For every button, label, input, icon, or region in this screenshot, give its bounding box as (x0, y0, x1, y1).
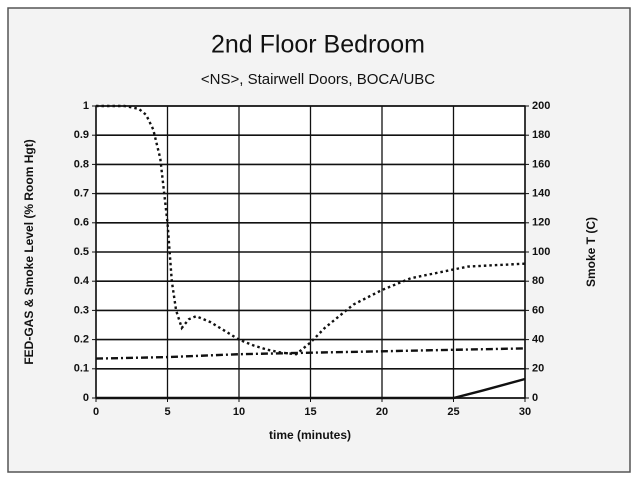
y-tick-label: 0.1 (74, 363, 89, 375)
y-axis-label: FED-GAS & Smoke Level (% Room Hgt) (22, 139, 36, 364)
y2-tick-label: 200 (532, 100, 550, 112)
x-tick-label: 30 (519, 406, 531, 418)
y-tick-label: 0.8 (74, 158, 89, 170)
x-tick-label: 0 (93, 406, 99, 418)
y-tick-label: 0.9 (74, 129, 89, 141)
x-axis-label: time (minutes) (269, 428, 351, 442)
y2-tick-label: 120 (532, 217, 550, 229)
y2-tick-label: 60 (532, 304, 544, 316)
y2-tick-label: 140 (532, 188, 550, 200)
y-tick-label: 0.7 (74, 188, 89, 200)
y2-tick-label: 160 (532, 158, 550, 170)
y2-tick-label: 80 (532, 275, 544, 287)
series-line (96, 104, 526, 356)
y-tick-label: 0.4 (74, 275, 90, 287)
y-tick-label: 0 (83, 392, 89, 404)
x-tick-label: 10 (233, 406, 245, 418)
y2-tick-label: 180 (532, 129, 550, 141)
chart-subtitle: <NS>, Stairwell Doors, BOCA/UBC (201, 71, 435, 88)
y-tick-label: 0.2 (74, 334, 89, 346)
x-tick-label: 15 (304, 406, 316, 418)
y-tick-label: 0.3 (74, 304, 89, 316)
y-tick-label: 0.5 (74, 246, 89, 258)
series-line (95, 347, 526, 360)
y2-tick-label: 100 (532, 246, 550, 258)
x-tick-label: 5 (164, 406, 170, 418)
y-tick-label: 1 (83, 100, 89, 112)
x-tick-label: 20 (376, 406, 388, 418)
y2-tick-label: 20 (532, 363, 544, 375)
y-tick-label: 0.6 (74, 217, 89, 229)
x-tick-label: 25 (447, 406, 459, 418)
y2-axis-label: Smoke T (C) (584, 217, 598, 287)
chart-title: 2nd Floor Bedroom (211, 31, 425, 59)
series-line (96, 377, 526, 400)
y2-tick-label: 40 (532, 334, 544, 346)
y2-tick-label: 0 (532, 392, 538, 404)
